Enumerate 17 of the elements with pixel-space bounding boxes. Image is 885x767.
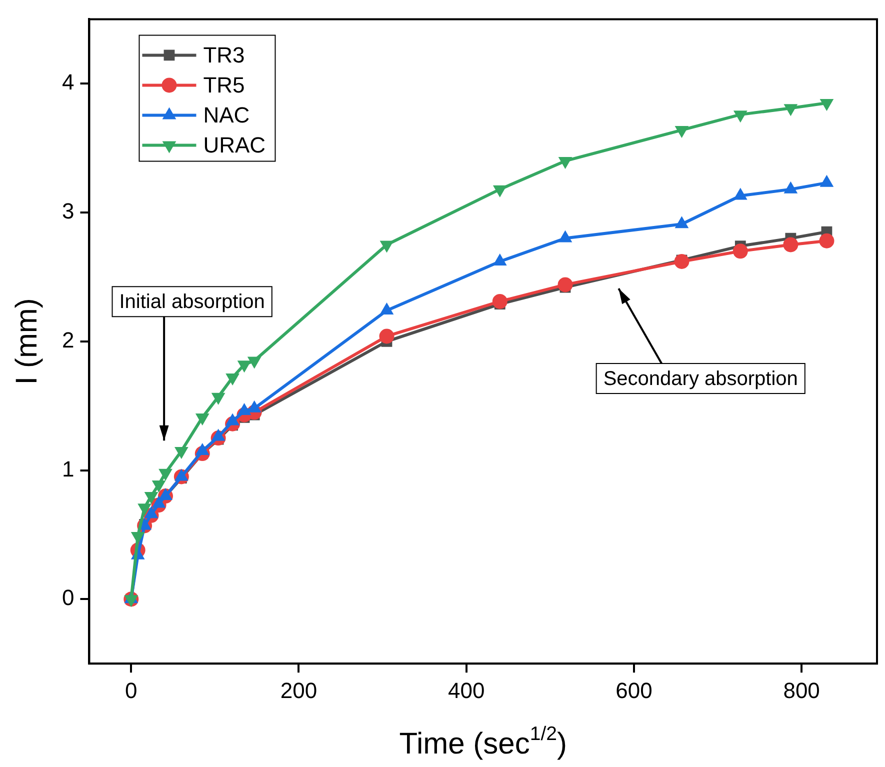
annotation: Secondary absorption (603, 368, 798, 390)
x-tick-label: 800 (783, 678, 820, 703)
x-tick-label: 400 (448, 678, 485, 703)
y-axis-title: I (mm) (10, 298, 44, 385)
legend-label: NAC (203, 102, 250, 128)
y-tick-label: 1 (62, 456, 74, 482)
y-tick-label: 0 (62, 585, 74, 610)
legend-label: TR5 (203, 72, 245, 98)
x-tick-label: 200 (280, 678, 318, 703)
y-tick-label: 4 (62, 70, 74, 95)
y-tick-label: 2 (62, 327, 74, 352)
legend-label: URAC (203, 132, 266, 158)
x-tick-label: 0 (125, 678, 138, 703)
y-tick-label: 3 (62, 198, 74, 224)
legend-label: TR3 (203, 42, 245, 68)
x-tick-label: 600 (616, 678, 652, 703)
annotation: Initial absorption (119, 291, 265, 314)
